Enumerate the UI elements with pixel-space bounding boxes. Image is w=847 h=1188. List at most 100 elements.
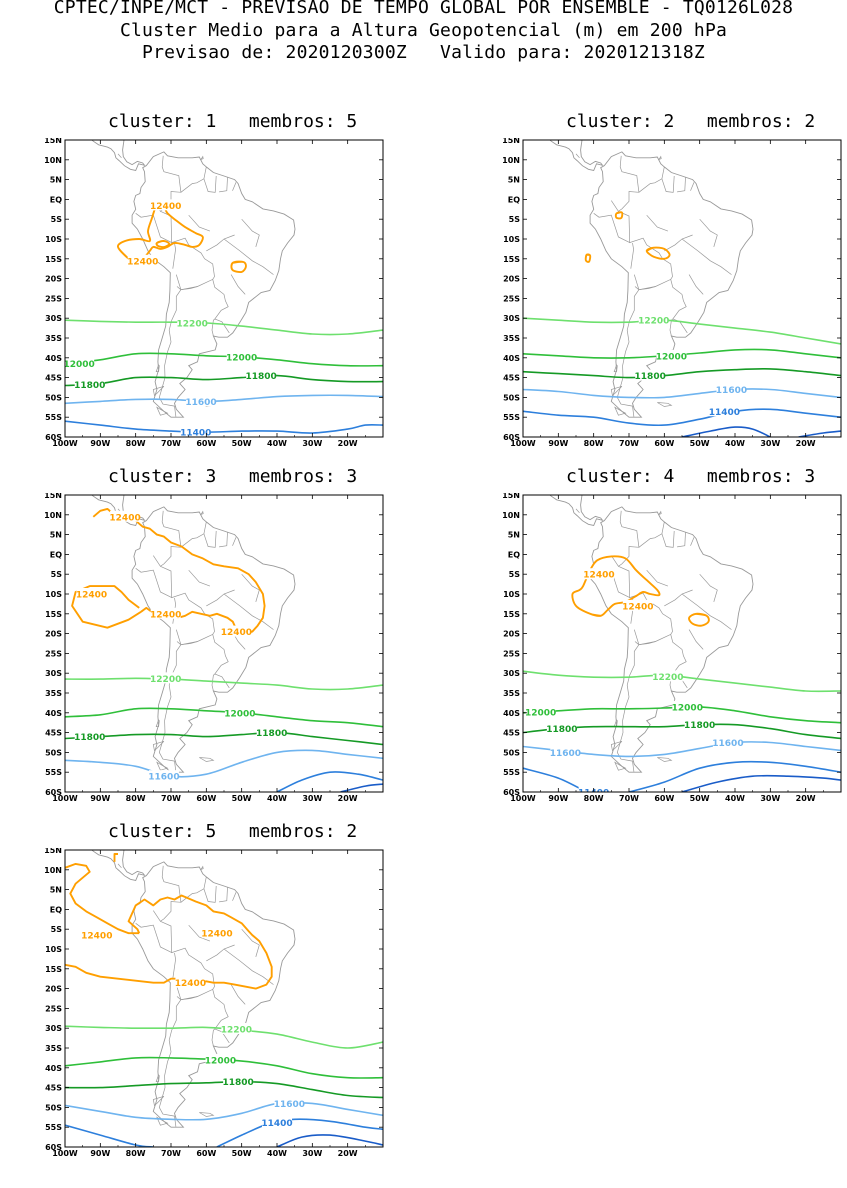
lon-label: 70W [619,794,639,803]
contour-12400 [645,246,671,260]
country-border [212,634,230,689]
contour-label: 12000 [63,360,94,370]
panel-title: cluster: 2 membros: 2 [566,111,816,132]
country-border [135,568,172,598]
contour-12400 [155,240,171,248]
header-line-1: CPTEC/INPE/MCT - PREVISAO DE TEMPO GLOBA… [53,0,794,18]
contour-label: 12400 [622,602,653,612]
country-border [241,573,260,602]
lat-label: 50S [45,1103,62,1112]
lat-label: 55S [503,768,520,777]
island-outline [156,761,169,771]
island-outline [658,510,662,516]
contour-label: 12200 [638,317,669,327]
country-border [180,286,198,291]
country-border [638,521,665,548]
country-border [611,510,640,567]
contour-label-bg [262,1116,292,1128]
contour-label: 12200 [652,673,683,683]
country-border [153,865,182,922]
lon-label: 50W [232,1149,252,1158]
lon-label: 100W [52,1149,78,1158]
contour-label-bg [224,706,255,718]
contour-12400 [584,253,592,263]
island-outline [657,757,673,762]
contour-line [276,771,383,792]
lat-label: 45S [503,729,520,738]
country-border [638,166,665,193]
country-border [223,593,274,630]
contour-label-bg [221,625,252,637]
lat-label: 15N [502,138,520,145]
lon-label: 60W [196,439,216,448]
lat-label: 30S [503,669,520,678]
contour-label-bg [525,706,556,718]
lon-label: 40W [725,439,745,448]
contour-label-bg [716,383,747,395]
lon-label: 20W [796,439,816,448]
lon-label: 80W [126,439,146,448]
lat-label: 15S [503,255,520,264]
island-outline [152,385,165,397]
lat-label: 5N [508,531,520,540]
contour-12400 [614,211,624,220]
island-outline [117,153,122,159]
lon-label: 80W [584,439,604,448]
lat-label: 5S [509,215,521,224]
lat-label: 30S [45,669,62,678]
lon-label: 30W [302,1149,322,1158]
country-border [661,530,675,548]
contour-label-bg [652,670,683,682]
contour-label-bg [180,426,211,437]
contour-line [523,388,841,399]
country-border [206,944,235,962]
contour-label: 12400 [201,930,232,940]
country-border [211,673,216,692]
contour-label: 11600 [274,1100,305,1110]
lat-label: 15S [503,610,520,619]
lat-label: EQ [50,905,62,914]
lat-label: 35S [503,334,520,343]
contour-line [65,1101,383,1121]
lon-label: 100W [52,439,78,448]
lat-label: EQ [50,195,62,204]
island-outline [614,761,627,771]
contour-label: 12400 [583,571,614,581]
contour-label-bg [186,395,217,407]
lon-label: 40W [267,1149,287,1158]
contour-line [65,352,383,367]
country-border [180,166,207,193]
lon-label: 40W [725,794,745,803]
lat-label: 15N [44,848,62,855]
country-border [232,892,237,901]
country-border [223,948,274,985]
contour-label-bg [635,369,666,381]
island-outline [199,757,215,762]
island-outline [200,510,204,516]
country-border [180,996,198,1001]
country-border [241,928,260,957]
country-border [669,318,674,337]
contour-12400 [571,555,661,617]
country-border [232,182,237,191]
lat-label: 60S [45,788,62,797]
country-border [646,214,669,232]
country-border [661,175,675,193]
contour-line [628,760,841,792]
lon-label: 90W [548,794,568,803]
country-border [219,532,228,548]
lat-label: 20S [503,630,520,639]
lon-label: 50W [232,439,252,448]
contour-label: 11800 [546,725,577,735]
country-border [681,238,732,275]
island-outline [200,155,204,161]
country-border [219,887,228,903]
contour-label: 12000 [525,709,556,719]
lat-label: 5S [51,925,63,934]
lat-label: 10S [503,235,520,244]
contour-label: 12400 [127,257,158,267]
lat-label: 10N [44,866,62,875]
lon-label: 100W [510,794,536,803]
map-panel-cluster-3: cluster: 3 membros: 3 12400 12400 12400 124… [20,467,420,833]
lat-label: 25S [503,294,520,303]
